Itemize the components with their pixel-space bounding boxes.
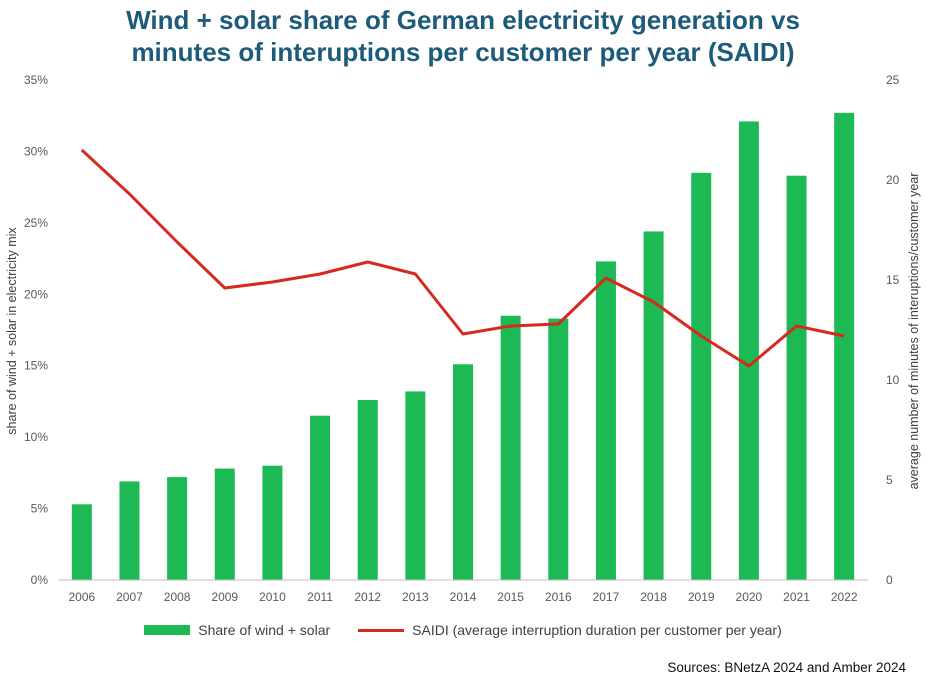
right-axis-ticks: 0 5 10 15 20 25: [886, 73, 900, 587]
y2-axis-label: average number of minutes of interuption…: [907, 173, 921, 490]
bar-2021: [786, 175, 807, 580]
x-tick-label: 2011: [307, 590, 333, 604]
legend-item-line: SAIDI (average interruption duration per…: [358, 622, 782, 638]
y2-tick-label: 20: [886, 173, 900, 187]
bar-2019: [691, 172, 712, 580]
x-tick-label: 2017: [593, 590, 620, 604]
x-tick-label: 2016: [545, 590, 572, 604]
y2-tick-label: 15: [886, 273, 900, 287]
y-tick-label: 20%: [24, 287, 48, 301]
source-note: Sources: BNetzA 2024 and Amber 2024: [667, 660, 906, 675]
x-tick-label: 2008: [164, 590, 191, 604]
legend-label-line: SAIDI (average interruption duration per…: [412, 622, 782, 638]
legend: Share of wind + solar SAIDI (average int…: [0, 622, 926, 638]
y2-tick-label: 0: [886, 573, 893, 587]
bar-2007: [119, 481, 140, 580]
x-tick-label: 2022: [831, 590, 858, 604]
x-tick-label: 2015: [497, 590, 524, 604]
chart-title-line-1: Wind + solar share of German electricity…: [126, 5, 800, 35]
bar-2011: [310, 415, 331, 580]
x-tick-label: 2009: [211, 590, 238, 604]
x-tick-label: 2019: [688, 590, 715, 604]
saidi-line: [80, 148, 845, 368]
x-tick-label: 2020: [736, 590, 763, 604]
legend-swatch-bar: [144, 625, 191, 635]
bar-2008: [167, 477, 188, 580]
y2-tick-label: 10: [886, 373, 900, 387]
legend-label-bars: Share of wind + solar: [198, 622, 331, 638]
x-tick-label: 2007: [116, 590, 143, 604]
y2-tick-label: 5: [886, 473, 893, 487]
left-axis-ticks: 0% 5% 10% 15% 20% 25% 30% 35%: [24, 73, 48, 587]
y-tick-label: 10%: [24, 430, 48, 444]
y-tick-label: 30%: [24, 144, 48, 158]
x-tick-label: 2013: [402, 590, 429, 604]
y-tick-label: 15%: [24, 359, 48, 373]
bar-2006: [71, 504, 92, 580]
x-tick-label: 2021: [783, 590, 810, 604]
chart-title: Wind + solar share of German electricity…: [0, 4, 926, 68]
bar-2022: [834, 112, 855, 580]
y-axis-label: share of wind + solar in electricity mix: [5, 227, 19, 435]
bar-2018: [643, 231, 664, 580]
x-axis-ticks: 2006 2007 2008 2009 2010 2011 2012 2013 2014 2015…: [68, 590, 857, 604]
chart-title-line-2: minutes of interuptions per customer per…: [131, 37, 795, 67]
legend-swatch-line: [358, 628, 405, 632]
y-tick-label: 0%: [31, 573, 49, 587]
bar-2010: [262, 465, 283, 580]
bar-2009: [214, 468, 235, 580]
y2-tick-label: 25: [886, 73, 900, 87]
x-tick-label: 2018: [640, 590, 667, 604]
y-tick-label: 5%: [31, 502, 49, 516]
bar-series: [71, 112, 855, 580]
bar-2013: [405, 391, 426, 580]
x-tick-label: 2012: [354, 590, 381, 604]
bar-2017: [595, 261, 616, 580]
x-tick-label: 2014: [450, 590, 477, 604]
legend-item-bars: Share of wind + solar: [144, 622, 330, 638]
bar-2020: [738, 121, 759, 580]
bar-2012: [357, 400, 378, 580]
y-tick-label: 35%: [24, 73, 48, 87]
bar-2016: [548, 318, 569, 580]
bar-2014: [453, 364, 473, 580]
bar-2015: [500, 315, 521, 580]
x-tick-label: 2010: [259, 590, 286, 604]
y-tick-label: 25%: [24, 216, 48, 230]
x-tick-label: 2006: [68, 590, 95, 604]
